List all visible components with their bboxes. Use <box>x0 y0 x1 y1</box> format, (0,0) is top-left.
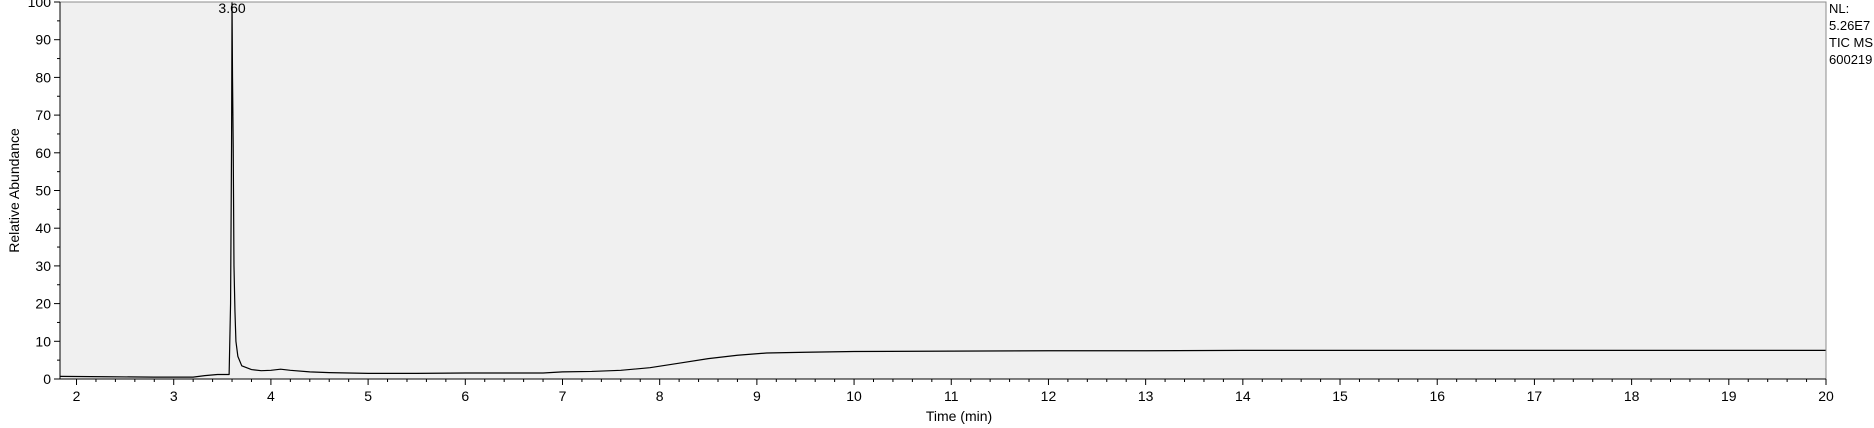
info-block: NL: 5.26E7 TIC MS 600219 <box>1829 1 1873 67</box>
chromatogram-trace <box>59 1 1826 378</box>
y-tick-label: 90 <box>35 32 51 48</box>
y-tick-label: 100 <box>28 0 52 10</box>
x-tick-label: 6 <box>461 388 469 404</box>
y-tick-label: 20 <box>35 296 51 312</box>
peak-label: 3.60 <box>218 0 245 16</box>
y-tick-label: 70 <box>35 107 51 123</box>
y-axis-label: Relative Abundance <box>6 128 22 253</box>
x-tick-label: 20 <box>1818 388 1834 404</box>
x-tick-label: 2 <box>73 388 81 404</box>
x-tick-label: 11 <box>944 388 959 404</box>
y-tick-label: 10 <box>35 333 51 349</box>
y-tick-label: 50 <box>35 183 51 199</box>
x-tick-label: 18 <box>1624 388 1640 404</box>
x-tick-label: 3 <box>170 388 178 404</box>
ticks: 0 10 20 30 40 50 60 70 80 90 100 2 3 4 5 6 7 8 9 10 11 12 13 14… <box>28 0 1834 404</box>
info-line: 5.26E7 <box>1829 18 1870 33</box>
y-tick-label: 80 <box>35 69 51 85</box>
info-line: TIC MS <box>1829 35 1873 50</box>
y-tick-label: 0 <box>43 371 51 387</box>
info-line: NL: <box>1829 1 1849 16</box>
plot-area <box>59 1 1826 379</box>
x-tick-label: 12 <box>1041 388 1057 404</box>
x-tick-label: 19 <box>1721 388 1737 404</box>
x-tick-label: 17 <box>1527 388 1543 404</box>
x-tick-label: 15 <box>1332 388 1348 404</box>
x-tick-label: 9 <box>753 388 761 404</box>
x-tick-label: 7 <box>559 388 567 404</box>
x-axis-label: Time (min) <box>926 408 992 424</box>
x-tick-label: 13 <box>1138 388 1154 404</box>
x-tick-label: 5 <box>364 388 372 404</box>
x-tick-label: 14 <box>1235 388 1251 404</box>
x-tick-label: 10 <box>846 388 862 404</box>
x-tick-label: 8 <box>656 388 664 404</box>
x-tick-label: 16 <box>1429 388 1445 404</box>
plot-background <box>60 2 1826 379</box>
axis-labels: Time (min) Relative Abundance 3.60 <box>6 0 992 424</box>
y-tick-label: 30 <box>35 258 51 274</box>
x-tick-label: 4 <box>267 388 275 404</box>
info-line: 600219 <box>1829 52 1872 67</box>
y-tick-label: 60 <box>35 145 51 161</box>
y-tick-label: 40 <box>35 220 51 236</box>
